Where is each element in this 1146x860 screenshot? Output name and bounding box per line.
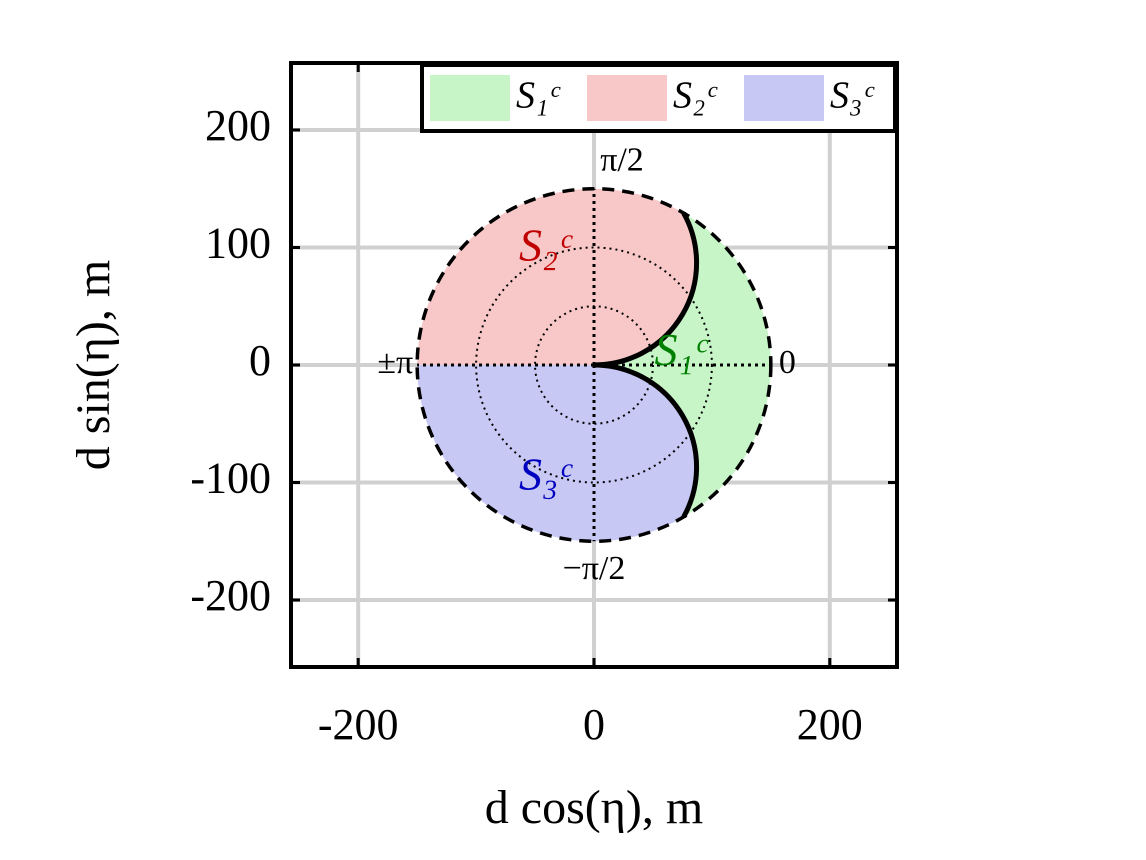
legend-label: S₂ᶜ (673, 75, 718, 117)
y-axis-label: d sin(η), m (67, 260, 120, 470)
region-label: S₂ᶜ (519, 219, 573, 270)
region-label: S₃ᶜ (519, 449, 573, 500)
region-label: S₁ᶜ (655, 324, 709, 375)
legend-label: S₃ᶜ (830, 75, 875, 117)
region (417, 188, 697, 365)
angle-label: π/2 (600, 142, 644, 179)
region (417, 365, 697, 542)
y-tick-label: 0 (249, 336, 271, 385)
ring (475, 246, 713, 484)
legend-swatch (587, 75, 667, 121)
y-tick-label: 200 (205, 101, 271, 150)
legend-label: S₁ᶜ (516, 75, 561, 117)
outer-circle (415, 186, 773, 544)
angle-label: −π/2 (563, 550, 626, 587)
x-axis-label: d cos(η), m (485, 781, 703, 834)
boundary-curve (593, 211, 700, 519)
x-tick-label: -200 (318, 700, 399, 749)
legend-swatch (430, 75, 510, 121)
y-tick-label: 100 (205, 219, 271, 268)
angle-label: 0 (779, 344, 796, 381)
x-tick-label: 200 (797, 700, 863, 749)
legend-swatch (744, 75, 824, 121)
y-tick-label: -100 (190, 454, 271, 503)
y-tick-label: -200 (190, 571, 271, 620)
angle-label: ±π (377, 344, 413, 381)
x-tick-label: 0 (583, 700, 605, 749)
